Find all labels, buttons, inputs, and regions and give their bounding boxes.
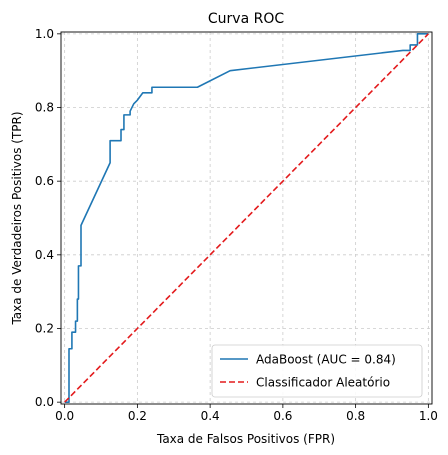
y-tick-label: 0.6 xyxy=(35,174,54,188)
y-tick-label: 1.0 xyxy=(35,27,54,41)
legend-box xyxy=(211,344,423,398)
y-tick-label: 0.2 xyxy=(35,321,54,335)
y-axis-label: Taxa de Verdadeiros Positivos (TPR) xyxy=(10,111,24,325)
x-tick-label: 0.4 xyxy=(201,409,220,423)
chart-title: Curva ROC xyxy=(208,11,284,27)
x-tick-label: 0.8 xyxy=(346,409,365,423)
plot-frame xyxy=(60,31,433,405)
y-tick-label: 0.4 xyxy=(35,248,54,262)
y-tick-label: 0.8 xyxy=(35,101,54,115)
series-lines xyxy=(64,33,429,403)
series-line-1 xyxy=(64,33,429,403)
x-tick-label: 0.0 xyxy=(55,409,74,423)
x-axis-ticks: 0.0 0.2 0.4 0.6 0.8 1.0 xyxy=(55,404,438,423)
series-line-0 xyxy=(64,33,429,403)
x-tick-label: 1.0 xyxy=(419,409,438,423)
legend-label-1: Classificador Aleatório xyxy=(256,376,390,390)
x-tick-label: 0.6 xyxy=(273,409,292,423)
legend: AdaBoost (AUC = 0.84) Classificador Aleat… xyxy=(211,344,423,398)
y-axis-ticks: 0.0 0.2 0.4 0.6 0.8 1.0 xyxy=(35,27,61,409)
y-tick-label: 0.0 xyxy=(35,395,54,409)
x-axis-label: Taxa de Falsos Positivos (FPR) xyxy=(156,432,335,446)
grid-lines xyxy=(61,32,432,404)
legend-label-0: AdaBoost (AUC = 0.84) xyxy=(256,353,396,367)
x-tick-label: 0.2 xyxy=(128,409,147,423)
